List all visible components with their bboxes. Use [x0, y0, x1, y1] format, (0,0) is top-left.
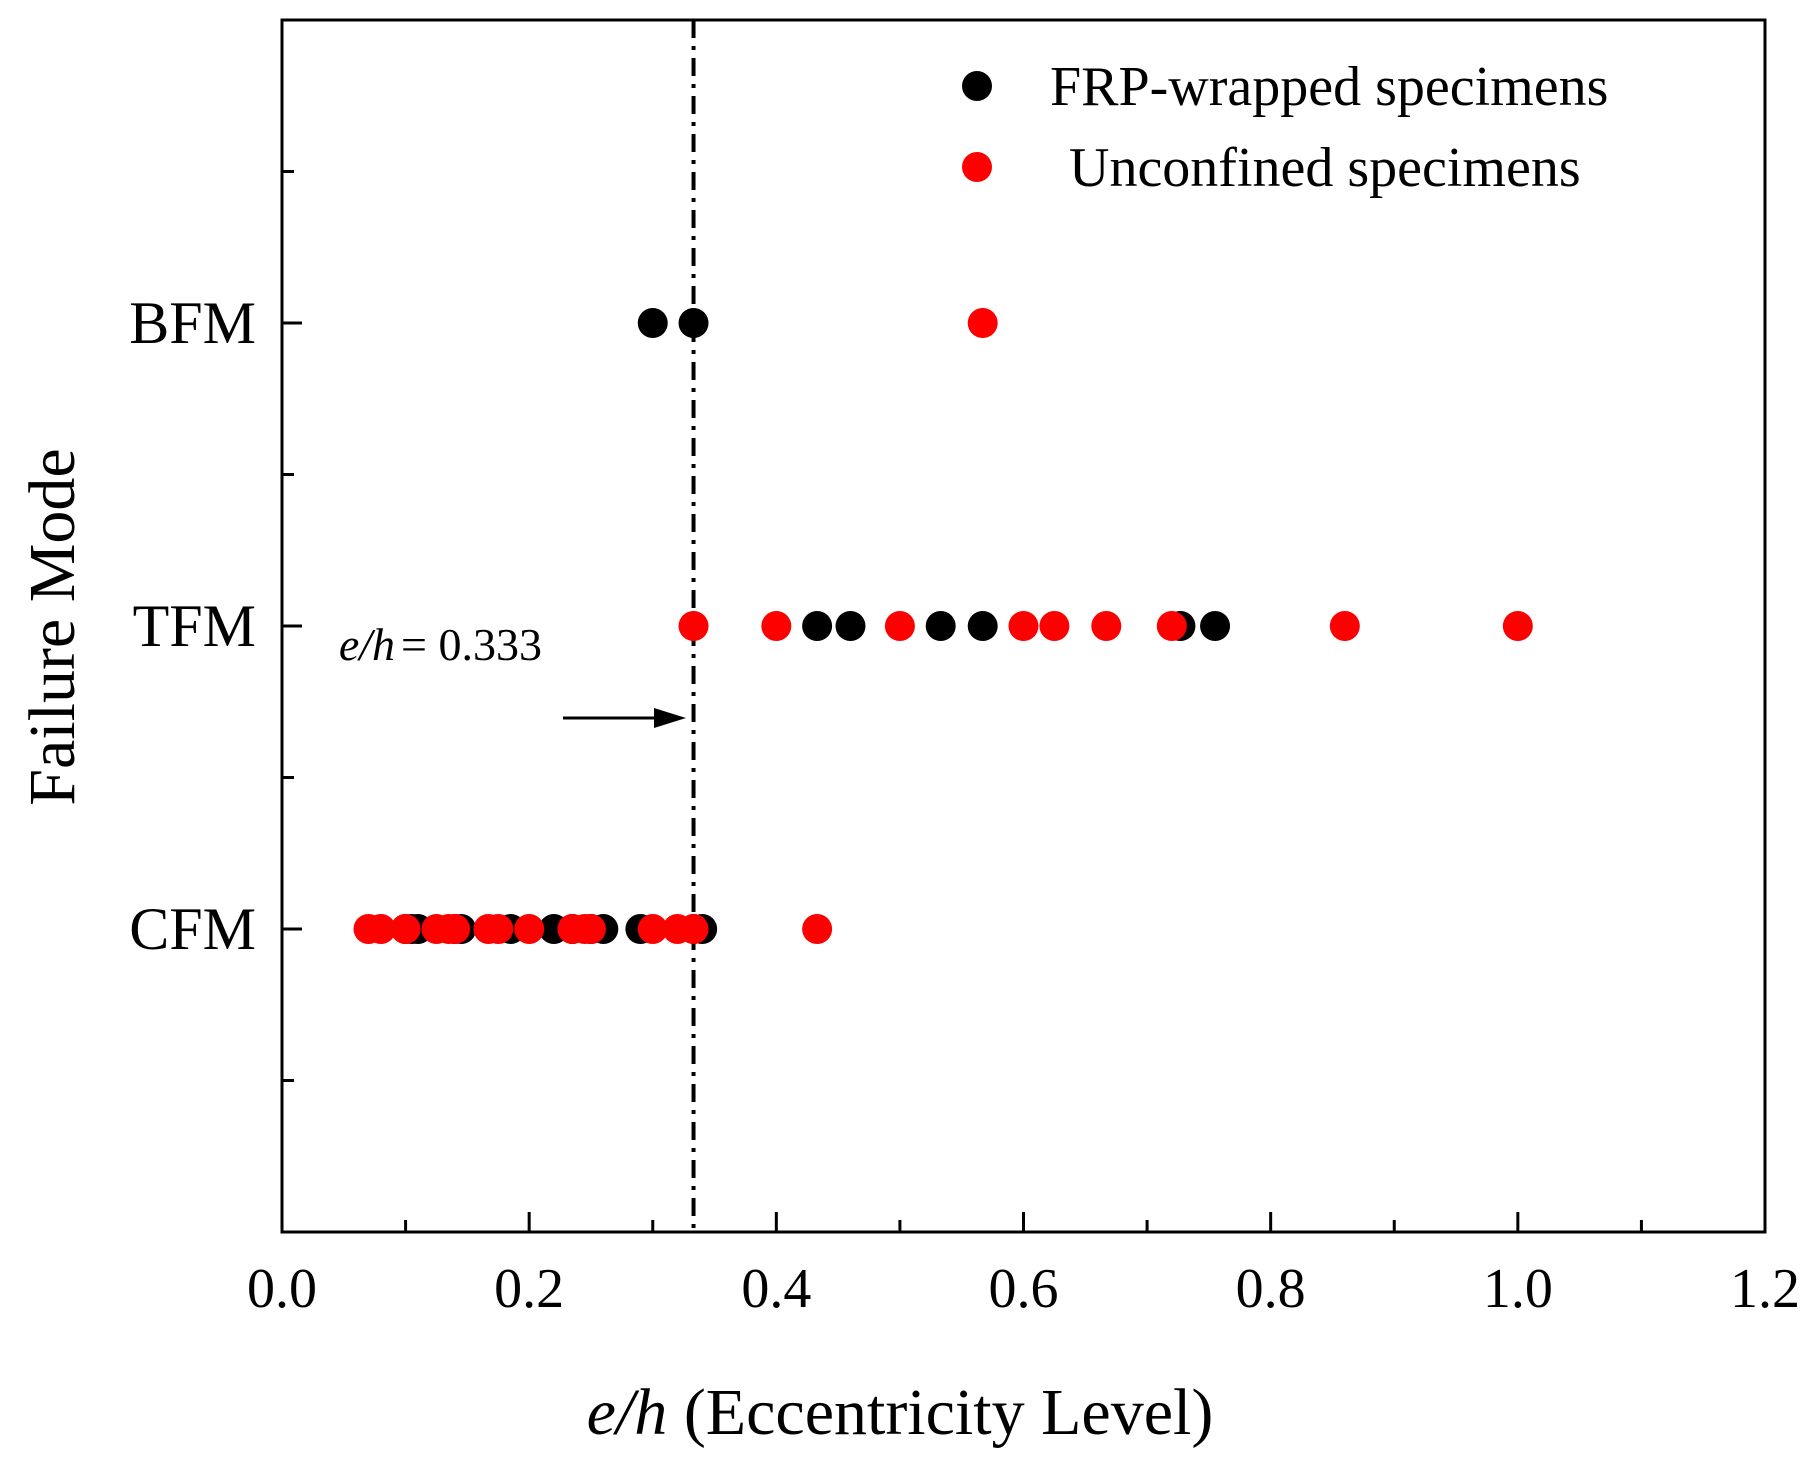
data-point-frp	[835, 611, 866, 641]
legend: FRP-wrapped specimens Unconfined specime…	[962, 56, 1608, 199]
data-point-unconfined	[390, 914, 421, 944]
data-point-frp	[967, 611, 998, 641]
reference-arrow-head	[654, 708, 686, 728]
data-point-frp	[1200, 611, 1231, 641]
x-axis-label-description: (Eccentricity Level)	[667, 1376, 1213, 1449]
data-point-unconfined	[884, 611, 915, 641]
data-point-unconfined	[365, 914, 396, 944]
reference-annotation-variable: e/h	[339, 619, 395, 670]
y-category-label: BFM	[129, 290, 256, 356]
x-tick-label: 1.0	[1483, 1258, 1553, 1320]
data-point-unconfined	[440, 914, 471, 944]
data-point-unconfined	[967, 308, 998, 338]
data-point-unconfined	[678, 611, 709, 641]
data-point-frp	[637, 308, 668, 338]
data-point-frp	[678, 308, 709, 338]
data-point-unconfined	[483, 914, 514, 944]
data-point-unconfined	[1039, 611, 1070, 641]
y-axis-label: Failure Mode	[16, 448, 89, 805]
data-point-unconfined	[1502, 611, 1533, 641]
x-tick-label: 0.6	[989, 1258, 1059, 1320]
data-points	[353, 308, 1533, 944]
data-point-unconfined	[802, 914, 833, 944]
data-point-unconfined	[678, 914, 709, 944]
legend-label-unconfined: Unconfined specimens	[1069, 137, 1581, 199]
reference-annotation-value: = 0.333	[401, 619, 542, 670]
y-category-labels: CFM TFM BFM	[129, 290, 256, 962]
data-point-unconfined	[761, 611, 792, 641]
x-axis-label: e/h (Eccentricity Level)	[587, 1376, 1214, 1449]
data-point-frp	[925, 611, 956, 641]
axis-ticks	[280, 170, 1767, 1232]
x-tick-labels: 0.0 0.2 0.4 0.6 0.8 1.0 1.2	[247, 1258, 1800, 1320]
x-axis-label-variable: e/h	[587, 1376, 668, 1449]
x-tick-label: 0.0	[247, 1258, 317, 1320]
y-category-label: TFM	[133, 593, 256, 659]
x-tick-label: 0.8	[1236, 1258, 1306, 1320]
legend-marker-unconfined	[962, 152, 992, 182]
data-point-unconfined	[637, 914, 668, 944]
x-tick-label: 1.2	[1730, 1258, 1800, 1320]
x-tick-label: 0.4	[741, 1258, 811, 1320]
data-point-unconfined	[1091, 611, 1122, 641]
plot-frame	[280, 18, 1767, 1234]
data-point-unconfined	[1156, 611, 1187, 641]
y-category-label: CFM	[129, 896, 256, 962]
reference-annotation: e/h = 0.333	[339, 619, 542, 670]
data-point-unconfined	[514, 914, 545, 944]
data-point-unconfined	[1329, 611, 1360, 641]
legend-marker-frp	[962, 71, 992, 101]
data-point-frp	[802, 611, 833, 641]
x-tick-label: 0.2	[494, 1258, 564, 1320]
legend-label-frp: FRP-wrapped specimens	[1050, 56, 1608, 118]
data-point-unconfined	[1008, 611, 1039, 641]
data-point-unconfined	[575, 914, 606, 944]
